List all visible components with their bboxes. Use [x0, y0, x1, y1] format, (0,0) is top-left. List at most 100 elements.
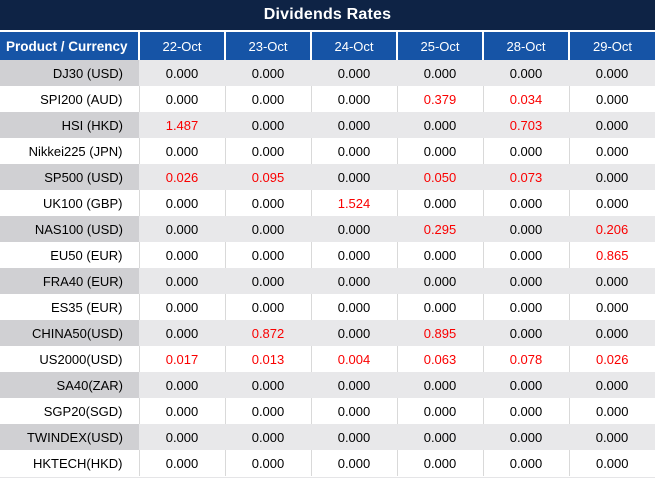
rate-cell: 0.000 [311, 372, 397, 398]
rate-cell: 0.050 [397, 164, 483, 190]
rate-cell: 0.000 [138, 398, 225, 424]
rate-cell: 0.000 [482, 190, 569, 216]
rate-cell: 0.000 [311, 320, 397, 346]
rate-cell: 0.000 [483, 372, 569, 398]
table-row: HSI (HKD) 1.487 0.000 0.000 0.000 0.703 0.000 [0, 112, 655, 138]
rate-cell: 0.000 [568, 138, 655, 164]
rate-cell: 0.295 [397, 216, 483, 242]
date-header: 24-Oct [310, 32, 397, 60]
product-cell: ES35 (EUR) [0, 294, 139, 320]
rate-cell: 0.000 [139, 60, 225, 86]
rate-cell: 0.034 [482, 86, 569, 112]
product-currency-header: Product / Currency [0, 32, 139, 60]
rate-cell: 0.000 [568, 190, 655, 216]
rate-cell: 0.000 [482, 450, 569, 476]
date-header: 29-Oct [568, 32, 655, 60]
rate-cell: 0.000 [225, 424, 311, 450]
rate-cell: 0.000 [482, 138, 569, 164]
table-row: HKTECH(HKD) 0.000 0.000 0.000 0.000 0.000 0.00… [0, 450, 655, 476]
rate-cell: 0.000 [138, 294, 225, 320]
rate-cell: 0.000 [396, 398, 483, 424]
table-row: NAS100 (USD) 0.000 0.000 0.000 0.295 0.000 0.2… [0, 216, 655, 242]
rate-cell: 0.000 [397, 112, 483, 138]
rate-cell: 0.000 [225, 60, 311, 86]
rate-cell: 0.000 [568, 450, 655, 476]
rate-cell: 0.026 [139, 164, 225, 190]
rate-cell: 0.000 [311, 60, 397, 86]
rate-cell: 0.000 [483, 216, 569, 242]
rate-cell: 0.000 [569, 164, 655, 190]
product-cell: TWINDEX(USD) [0, 424, 139, 450]
rate-cell: 0.000 [138, 86, 225, 112]
date-header: 22-Oct [138, 32, 225, 60]
table-row: FRA40 (EUR) 0.000 0.000 0.000 0.000 0.000 0.00… [0, 268, 655, 294]
rate-cell: 0.000 [397, 268, 483, 294]
rate-cell: 0.000 [225, 216, 311, 242]
rate-cell: 0.000 [482, 242, 569, 268]
product-cell: Nikkei225 (JPN) [0, 138, 139, 164]
product-cell: SP500 (USD) [0, 164, 139, 190]
rate-cell: 0.000 [224, 294, 311, 320]
rate-cell: 0.000 [224, 242, 311, 268]
product-cell: SA40(ZAR) [0, 372, 139, 398]
rate-cell: 0.000 [138, 450, 225, 476]
table-row: DJ30 (USD) 0.000 0.000 0.000 0.000 0.000 0.000 [0, 60, 655, 86]
header-row: Product / Currency 22-Oct 23-Oct 24-Oct 25-O… [0, 32, 655, 60]
table-row: TWINDEX(USD) 0.000 0.000 0.000 0.000 0.000 0.0… [0, 424, 655, 450]
rate-cell: 0.000 [396, 190, 483, 216]
rate-cell: 0.000 [569, 60, 655, 86]
rate-cell: 0.000 [310, 138, 397, 164]
product-cell: CHINA50(USD) [0, 320, 139, 346]
rate-cell: 0.000 [138, 190, 225, 216]
product-cell: FRA40 (EUR) [0, 268, 139, 294]
rate-cell: 0.206 [569, 216, 655, 242]
rate-cell: 0.000 [224, 138, 311, 164]
table-row: UK100 (GBP) 0.000 0.000 1.524 0.000 0.000 0.00… [0, 190, 655, 216]
rate-cell: 0.000 [397, 424, 483, 450]
rate-cell: 0.000 [139, 216, 225, 242]
rate-cell: 0.000 [311, 216, 397, 242]
rate-cell: 0.000 [138, 242, 225, 268]
rate-cell: 0.872 [225, 320, 311, 346]
rate-cell: 0.026 [568, 346, 655, 372]
rate-cell: 0.000 [311, 112, 397, 138]
rate-cell: 0.063 [396, 346, 483, 372]
rate-cell: 1.487 [139, 112, 225, 138]
bottom-divider [0, 476, 655, 477]
rate-cell: 0.000 [569, 268, 655, 294]
table-row: SPI200 (AUD) 0.000 0.000 0.000 0.379 0.034 0.0… [0, 86, 655, 112]
rate-cell: 0.000 [311, 424, 397, 450]
product-cell: HSI (HKD) [0, 112, 139, 138]
rate-cell: 0.000 [224, 86, 311, 112]
product-cell: SPI200 (AUD) [0, 86, 139, 112]
table-body: DJ30 (USD) 0.000 0.000 0.000 0.000 0.000 0.000… [0, 60, 655, 476]
product-cell: DJ30 (USD) [0, 60, 139, 86]
table-row: SGP20(SGD) 0.000 0.000 0.000 0.000 0.000 0.000 [0, 398, 655, 424]
product-cell: UK100 (GBP) [0, 190, 139, 216]
rate-cell: 0.000 [225, 268, 311, 294]
rate-cell: 0.000 [310, 398, 397, 424]
rate-cell: 0.000 [396, 242, 483, 268]
rate-cell: 0.000 [396, 450, 483, 476]
rate-cell: 0.000 [568, 86, 655, 112]
rate-cell: 0.000 [138, 138, 225, 164]
rate-cell: 0.000 [225, 112, 311, 138]
rate-cell: 0.000 [568, 398, 655, 424]
rate-cell: 0.000 [483, 60, 569, 86]
rate-cell: 0.000 [396, 138, 483, 164]
product-cell: EU50 (EUR) [0, 242, 139, 268]
rate-cell: 0.000 [483, 424, 569, 450]
rate-cell: 0.865 [568, 242, 655, 268]
rate-cell: 0.000 [482, 398, 569, 424]
rate-cell: 0.000 [396, 294, 483, 320]
rate-cell: 0.000 [310, 86, 397, 112]
product-cell: HKTECH(HKD) [0, 450, 139, 476]
table-row: Nikkei225 (JPN) 0.000 0.000 0.000 0.000 0.000… [0, 138, 655, 164]
rate-cell: 0.000 [569, 424, 655, 450]
rate-cell: 0.017 [138, 346, 225, 372]
product-cell: US2000(USD) [0, 346, 139, 372]
rate-cell: 0.000 [224, 190, 311, 216]
dividends-rates-table: Product / Currency 22-Oct 23-Oct 24-Oct 25-O… [0, 32, 655, 476]
rate-cell: 0.073 [483, 164, 569, 190]
